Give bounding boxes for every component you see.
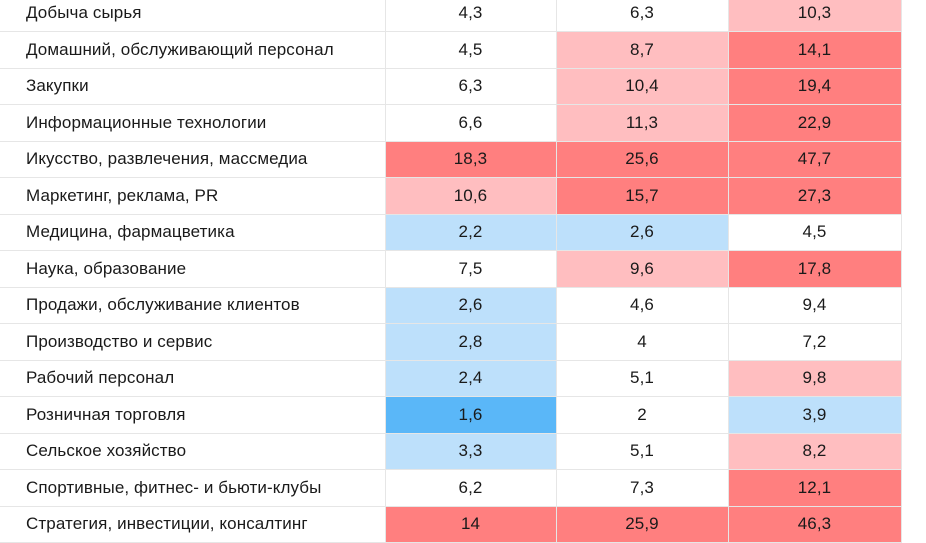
value-cell: 4,5 <box>727 214 901 251</box>
table-row: Розничная торговля 1,6 2 3,9 <box>0 396 926 434</box>
right-margin-cell <box>900 31 926 68</box>
value-cell: 2,4 <box>384 360 556 397</box>
value-cell: 6,3 <box>555 0 728 32</box>
table-row: Производство и сервис 2,8 4 7,2 <box>0 323 926 361</box>
value-cell: 4 <box>555 323 728 361</box>
value-cell: 19,4 <box>727 68 901 105</box>
right-margin-cell <box>900 433 926 470</box>
table-row: Маркетинг, реклама, PR 10,6 15,7 27,3 <box>0 177 926 215</box>
right-margin-cell <box>900 141 926 178</box>
table-row: Домашний, обслуживающий персонал 4,5 8,7 14… <box>0 31 926 69</box>
value-cell: 10,6 <box>384 177 556 215</box>
right-margin-cell <box>900 506 926 543</box>
value-cell: 10,3 <box>727 0 901 32</box>
right-margin-cell <box>900 0 926 32</box>
right-margin-cell <box>900 68 926 105</box>
value-cell: 9,4 <box>727 287 901 324</box>
row-label: Домашний, обслуживающий персонал <box>0 31 385 69</box>
value-cell: 7,5 <box>384 250 556 288</box>
table-row: Стратегия, инвестиции, консалтинг 14 25,9 4… <box>0 506 926 543</box>
right-margin-cell <box>900 287 926 324</box>
table-row: Сельское хозяйство 3,3 5,1 8,2 <box>0 433 926 470</box>
right-margin-cell <box>900 360 926 397</box>
value-cell: 1,6 <box>384 396 556 434</box>
value-cell: 2 <box>555 396 728 434</box>
value-cell: 4,5 <box>384 31 556 69</box>
value-cell: 17,8 <box>727 250 901 288</box>
value-cell: 25,6 <box>555 141 728 178</box>
row-label: Маркетинг, реклама, PR <box>0 177 385 215</box>
row-label: Медицина, фармацветика <box>0 214 385 251</box>
row-label: Наука, образование <box>0 250 385 288</box>
value-cell: 14 <box>384 506 556 543</box>
value-cell: 8,7 <box>555 31 728 69</box>
table-row: Медицина, фармацветика 2,2 2,6 4,5 <box>0 214 926 251</box>
value-cell: 3,3 <box>384 433 556 470</box>
table-row: Продажи, обслуживание клиентов 2,6 4,6 9,4 <box>0 287 926 324</box>
value-cell: 4,3 <box>384 0 556 32</box>
right-margin-cell <box>900 323 926 360</box>
row-label: Стратегия, инвестиции, консалтинг <box>0 506 385 543</box>
row-label: Информационные технологии <box>0 104 385 142</box>
value-cell: 14,1 <box>727 31 901 69</box>
value-cell: 9,8 <box>727 360 901 397</box>
value-cell: 5,1 <box>555 360 728 397</box>
right-margin-cell <box>900 104 926 141</box>
value-cell: 46,3 <box>727 506 901 543</box>
value-cell: 10,4 <box>555 68 728 105</box>
value-cell: 5,1 <box>555 433 728 470</box>
value-cell: 15,7 <box>555 177 728 215</box>
table-row: Информационные технологии 6,6 11,3 22,9 <box>0 104 926 142</box>
value-cell: 7,3 <box>555 469 728 507</box>
value-cell: 4,6 <box>555 287 728 324</box>
table-row: Спортивные, фитнес- и бьюти-клубы 6,2 7,3 1… <box>0 469 926 507</box>
value-cell: 6,2 <box>384 469 556 507</box>
row-label: Икусство, развлечения, массмедиа <box>0 141 385 178</box>
row-label: Спортивные, фитнес- и бьюти-клубы <box>0 469 385 507</box>
value-cell: 47,7 <box>727 141 901 178</box>
value-cell: 18,3 <box>384 141 556 178</box>
value-cell: 7,2 <box>727 323 901 361</box>
value-cell: 2,2 <box>384 214 556 251</box>
value-cell: 27,3 <box>727 177 901 215</box>
value-cell: 11,3 <box>555 104 728 142</box>
row-label: Производство и сервис <box>0 323 385 361</box>
right-margin-cell <box>900 396 926 433</box>
right-margin-cell <box>900 250 926 287</box>
value-cell: 6,3 <box>384 68 556 105</box>
table-row: Добыча сырья 4,3 6,3 10,3 <box>0 0 926 32</box>
table-row: Наука, образование 7,5 9,6 17,8 <box>0 250 926 288</box>
row-label: Сельское хозяйство <box>0 433 385 470</box>
table-row: Рабочий персонал 2,4 5,1 9,8 <box>0 360 926 397</box>
table-row: Икусство, развлечения, массмедиа 18,3 25,6… <box>0 141 926 178</box>
value-cell: 9,6 <box>555 250 728 288</box>
value-cell: 8,2 <box>727 433 901 470</box>
value-cell: 12,1 <box>727 469 901 507</box>
right-margin-cell <box>900 214 926 251</box>
value-cell: 22,9 <box>727 104 901 142</box>
value-cell: 2,6 <box>555 214 728 251</box>
right-margin-cell <box>900 177 926 214</box>
table-row: Закупки 6,3 10,4 19,4 <box>0 68 926 105</box>
value-cell: 2,6 <box>384 287 556 324</box>
value-cell: 3,9 <box>727 396 901 434</box>
row-label: Добыча сырья <box>0 0 385 32</box>
value-cell: 25,9 <box>555 506 728 543</box>
right-margin-cell <box>900 469 926 506</box>
value-cell: 6,6 <box>384 104 556 142</box>
row-label: Розничная торговля <box>0 396 385 434</box>
row-label: Рабочий персонал <box>0 360 385 397</box>
row-label: Закупки <box>0 68 385 105</box>
value-cell: 2,8 <box>384 323 556 361</box>
row-label: Продажи, обслуживание клиентов <box>0 287 385 324</box>
